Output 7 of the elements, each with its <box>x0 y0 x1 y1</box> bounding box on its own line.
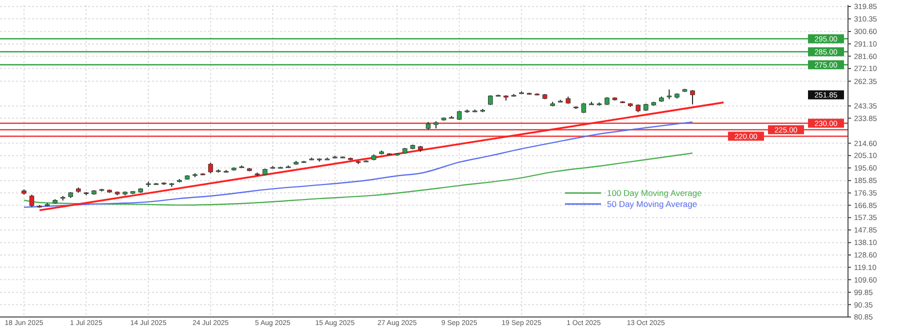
legend-label: 100 Day Moving Average <box>607 188 702 198</box>
candlestick <box>666 88 672 100</box>
candlestick <box>581 102 586 114</box>
candlestick <box>29 194 34 208</box>
candlestick <box>690 90 695 105</box>
legend-label: 50 Day Moving Average <box>607 198 698 209</box>
candlestick <box>208 162 213 174</box>
